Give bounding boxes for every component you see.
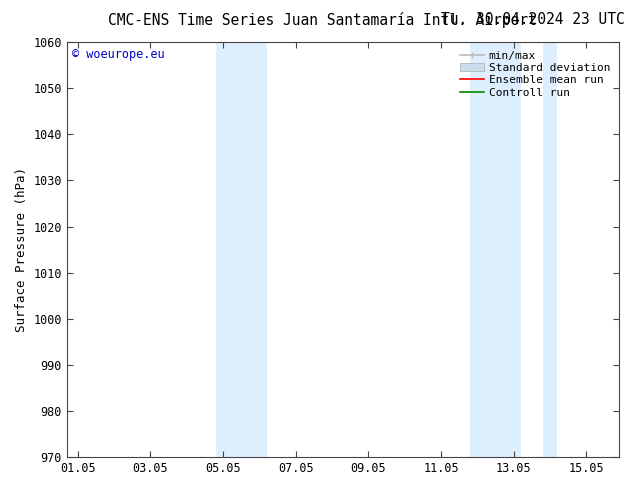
Text: © woeurope.eu: © woeurope.eu <box>72 49 165 61</box>
Y-axis label: Surface Pressure (hPa): Surface Pressure (hPa) <box>15 167 28 332</box>
Legend: min/max, Standard deviation, Ensemble mean run, Controll run: min/max, Standard deviation, Ensemble me… <box>456 48 614 101</box>
Bar <box>543 42 557 457</box>
Text: CMC-ENS Time Series Juan Santamaría Intl. Airport: CMC-ENS Time Series Juan Santamaría Intl… <box>108 12 536 28</box>
Bar <box>216 42 267 457</box>
Text: Tu. 30.04.2024 23 UTC: Tu. 30.04.2024 23 UTC <box>441 12 624 27</box>
Bar <box>470 42 521 457</box>
